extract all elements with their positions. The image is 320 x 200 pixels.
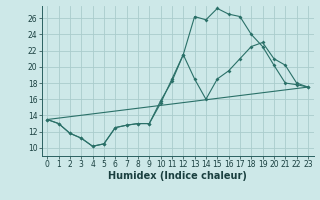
X-axis label: Humidex (Indice chaleur): Humidex (Indice chaleur) bbox=[108, 171, 247, 181]
